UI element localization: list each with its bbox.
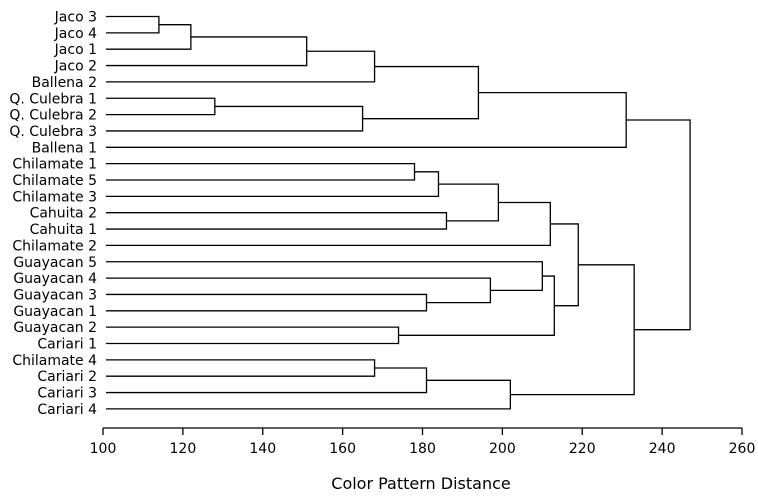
leaf-label-chilamate-4: Chilamate 4 xyxy=(12,353,97,369)
branch-n23 xyxy=(510,264,635,396)
x-tick-label: 160 xyxy=(329,441,356,457)
x-axis: 100 120 140 160 180 200 220 240 260 xyxy=(90,427,756,457)
leaf-label-jaco-1: Jaco 1 xyxy=(54,42,97,58)
branch-n10 xyxy=(106,171,440,197)
leaf-label-jaco-3: Jaco 3 xyxy=(54,10,97,26)
branch-n16 xyxy=(106,261,543,292)
leaf-label-jaco-4: Jaco 4 xyxy=(54,26,97,42)
leaf-label-ballena-1: Ballena 1 xyxy=(32,140,97,156)
x-tick-label: 220 xyxy=(569,441,596,457)
branch-n17 xyxy=(106,326,400,345)
dendrogram-branches xyxy=(106,15,691,410)
leaf-label-guayacan-4: Guayacan 4 xyxy=(13,271,97,287)
leaf-label-q-culebra-2: Q. Culebra 2 xyxy=(9,108,97,124)
leaf-label-guayacan-2: Guayacan 2 xyxy=(13,320,97,336)
branch-n19 xyxy=(550,223,579,307)
leaf-label-cahuita-2: Cahuita 2 xyxy=(30,206,97,222)
x-tick-label: 200 xyxy=(489,441,516,457)
x-tick-label: 240 xyxy=(649,441,676,457)
leaf-label-chilamate-3: Chilamate 3 xyxy=(12,189,97,205)
branch-n12 xyxy=(438,183,500,222)
x-tick-label: 120 xyxy=(170,441,197,457)
branch-n21 xyxy=(106,367,428,394)
leaf-label-q-culebra-1: Q. Culebra 1 xyxy=(9,91,97,107)
branch-n11 xyxy=(106,212,448,230)
x-tick-label: 100 xyxy=(90,441,117,457)
branch-n3 xyxy=(106,36,308,67)
leaf-label-cariari-3: Cariari 3 xyxy=(37,386,97,402)
leaf-label-cariari-1: Cariari 1 xyxy=(37,337,97,353)
leaf-label-chilamate-2: Chilamate 2 xyxy=(12,238,97,254)
x-axis-ticks: 100 120 140 160 180 200 220 240 260 xyxy=(90,428,756,457)
branch-n6 xyxy=(106,105,364,132)
leaf-label-guayacan-3: Guayacan 3 xyxy=(13,287,97,303)
branch-n8 xyxy=(106,91,627,148)
branch-n1 xyxy=(106,15,160,34)
leaf-label-cahuita-1: Cahuita 1 xyxy=(30,222,97,238)
leaf-label-cariari-4: Cariari 4 xyxy=(37,402,97,418)
leaf-label-guayacan-5: Guayacan 5 xyxy=(13,255,97,271)
leaf-label-chilamate-1: Chilamate 1 xyxy=(12,157,97,173)
branch-n2 xyxy=(106,24,192,50)
x-axis-title: Color Pattern Distance xyxy=(331,474,510,493)
branch-n15 xyxy=(106,277,492,304)
x-tick-label: 180 xyxy=(409,441,436,457)
branch-n9 xyxy=(106,163,416,181)
branch-n24 xyxy=(626,119,691,331)
branch-n7 xyxy=(362,65,480,120)
leaf-label-cariari-2: Cariari 2 xyxy=(37,369,97,385)
branch-n5 xyxy=(106,97,216,116)
branch-n22 xyxy=(106,379,512,410)
branch-n14 xyxy=(106,293,428,312)
leaf-label-q-culebra-3: Q. Culebra 3 xyxy=(9,124,97,140)
x-tick-label: 140 xyxy=(249,441,276,457)
branch-n20 xyxy=(106,359,376,377)
branch-n18 xyxy=(398,275,555,336)
branch-n4 xyxy=(106,50,376,83)
leaf-label-jaco-2: Jaco 2 xyxy=(54,59,97,75)
leaf-label-guayacan-1: Guayacan 1 xyxy=(13,304,97,320)
leaf-label-ballena-2: Ballena 2 xyxy=(32,75,97,91)
branch-n13 xyxy=(106,201,551,247)
x-tick-label: 260 xyxy=(729,441,756,457)
leaf-label-chilamate-5: Chilamate 5 xyxy=(12,173,97,189)
